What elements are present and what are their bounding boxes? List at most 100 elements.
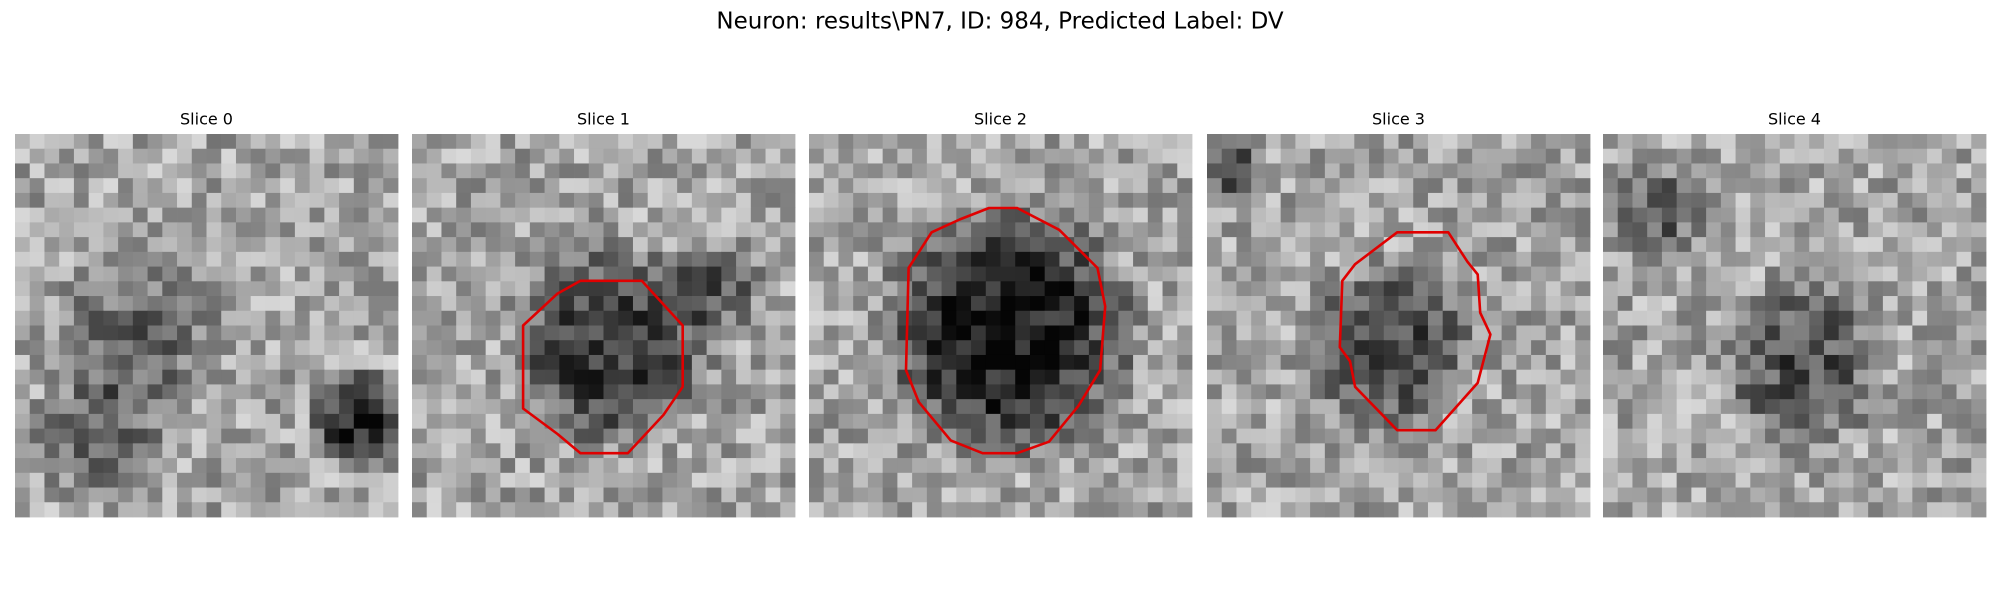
pixel [1413,178,1429,194]
pixel [426,134,442,150]
pixel [1177,178,1193,194]
pixel [588,428,604,444]
pixel [1088,237,1105,253]
pixel [15,443,31,459]
pixel [1823,472,1840,488]
pixel [882,251,898,267]
pixel [88,192,104,209]
pixel [1265,251,1282,267]
pixel [1941,428,1957,444]
pixel [618,487,634,503]
pixel [1809,428,1825,444]
pixel [1971,266,1987,282]
pixel [426,222,442,238]
pixel [1472,134,1488,150]
pixel [1074,458,1090,474]
pixel [941,207,957,223]
pixel [515,296,531,312]
pixel [941,163,957,179]
pixel [1118,237,1134,253]
pixel [44,472,60,488]
contour [1338,231,1492,432]
pixel [544,443,560,459]
pixel [721,310,737,326]
pixel [603,340,619,356]
pixel [1147,296,1163,312]
pixel [853,134,869,150]
pixel [1103,163,1119,179]
pixel [1927,207,1943,223]
pixel [1706,178,1722,194]
pixel [1720,325,1736,341]
pixel [1074,413,1090,430]
pixel [426,192,442,209]
pixel [1575,428,1591,444]
pixel [1735,340,1751,356]
pixel [1927,399,1943,415]
pixel [1059,399,1075,415]
pixel [632,399,649,415]
pixel [809,399,825,415]
pixel [103,222,119,238]
pixel [118,413,134,430]
pixel [59,354,75,371]
pixel [677,222,693,238]
pixel [1472,207,1488,223]
pixel [603,222,619,238]
pixel [897,251,913,267]
pixel [191,325,207,341]
pixel [618,413,634,430]
pixel [1221,134,1237,150]
pixel [368,266,384,282]
pixel [1545,192,1561,209]
pixel [1310,340,1326,356]
pixel [1472,458,1488,474]
pixel [971,296,987,312]
pixel [1265,369,1282,385]
pixel [632,458,649,474]
pixel [1545,472,1561,488]
pixel [1324,148,1340,164]
pixel [853,413,869,430]
pixel [485,340,501,356]
pixel [1236,192,1252,209]
pixel [1691,340,1707,356]
pixel [971,178,987,194]
pixel [177,413,193,430]
pixel [544,458,560,474]
pixel [265,369,281,385]
pixel [1486,163,1503,179]
pixel [1103,340,1119,356]
pixel [15,281,31,297]
pixel [470,428,487,444]
pixel [574,325,590,341]
pixel [1735,281,1751,297]
pixel [1015,428,1031,444]
pixel [574,251,590,267]
pixel [574,237,590,253]
pixel [1632,354,1648,371]
pixel [1794,237,1810,253]
pixel [1676,207,1692,223]
pixel [1162,148,1178,164]
pixel [632,413,649,430]
pixel [1118,296,1134,312]
pixel [838,192,854,209]
pixel [897,325,913,341]
pixel [441,192,457,209]
pixel [1015,325,1031,341]
pixel [221,296,237,312]
pixel [1339,163,1355,179]
pixel [1324,354,1340,371]
pixel [1531,354,1547,371]
pixel [1207,163,1223,179]
pixel [265,296,281,312]
pixel [1383,502,1399,518]
pixel [765,458,781,474]
pixel [750,178,766,194]
pixel [1221,237,1237,253]
pixel [1133,296,1149,312]
pixel [1369,207,1385,223]
pixel [721,281,737,297]
pixel [1545,296,1561,312]
